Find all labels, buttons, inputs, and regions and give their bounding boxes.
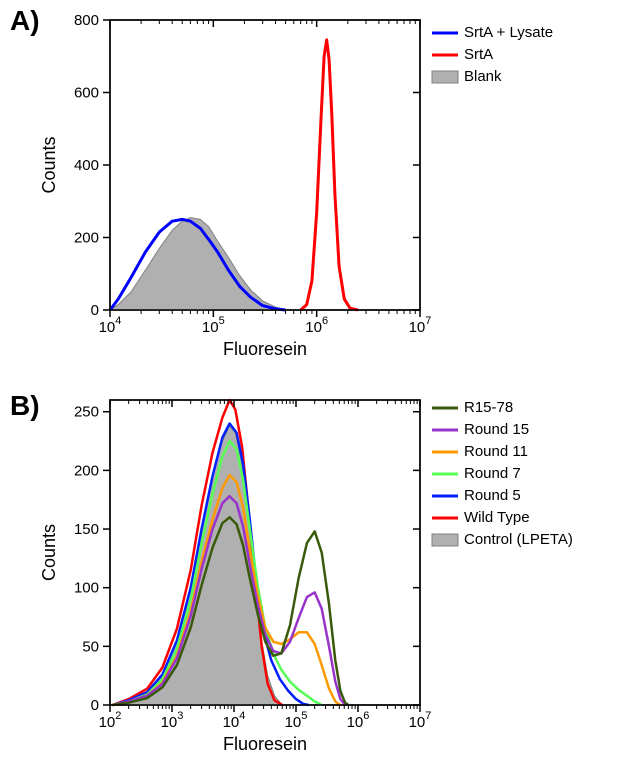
svg-text:104: 104 [223, 710, 246, 731]
svg-text:Round 7: Round 7 [464, 465, 521, 482]
svg-text:SrtA + Lysate: SrtA + Lysate [464, 24, 553, 41]
svg-text:250: 250 [74, 404, 99, 421]
svg-text:600: 600 [74, 85, 99, 102]
svg-text:103: 103 [161, 710, 184, 731]
svg-text:107: 107 [409, 710, 432, 731]
svg-text:102: 102 [99, 710, 122, 731]
figure: A) 104 105 106 107 0 200 400 600 800 Fluoresein Cou… [0, 0, 642, 772]
svg-text:Round 15: Round 15 [464, 421, 529, 438]
svg-text:104: 104 [99, 315, 122, 336]
svg-text:SrtA: SrtA [464, 46, 493, 63]
svg-text:50: 50 [82, 638, 99, 655]
svg-text:Fluoresein: Fluoresein [223, 339, 307, 359]
svg-text:107: 107 [409, 315, 432, 336]
svg-text:800: 800 [74, 12, 99, 29]
svg-text:Control (LPETA): Control (LPETA) [464, 531, 573, 548]
svg-text:106: 106 [305, 315, 328, 336]
svg-text:Counts: Counts [39, 136, 59, 193]
svg-text:105: 105 [202, 315, 225, 336]
svg-text:0: 0 [91, 697, 99, 714]
svg-text:Wild Type: Wild Type [464, 509, 530, 526]
svg-text:400: 400 [74, 157, 99, 174]
svg-text:Round 5: Round 5 [464, 487, 521, 504]
svg-text:A): A) [10, 5, 40, 36]
figure-svg: A) 104 105 106 107 0 200 400 600 800 Fluoresein Cou… [0, 0, 642, 772]
svg-text:106: 106 [347, 710, 370, 731]
svg-text:Round 11: Round 11 [464, 443, 528, 460]
svg-text:100: 100 [74, 580, 99, 597]
svg-text:0: 0 [91, 302, 99, 319]
svg-text:Blank: Blank [464, 68, 502, 85]
svg-text:200: 200 [74, 462, 99, 479]
svg-text:200: 200 [74, 230, 99, 247]
svg-text:R15-78: R15-78 [464, 399, 513, 416]
svg-text:150: 150 [74, 521, 99, 538]
svg-text:Counts: Counts [39, 524, 59, 581]
svg-text:B): B) [10, 390, 40, 421]
svg-text:Fluoresein: Fluoresein [223, 734, 307, 754]
svg-text:105: 105 [285, 710, 308, 731]
